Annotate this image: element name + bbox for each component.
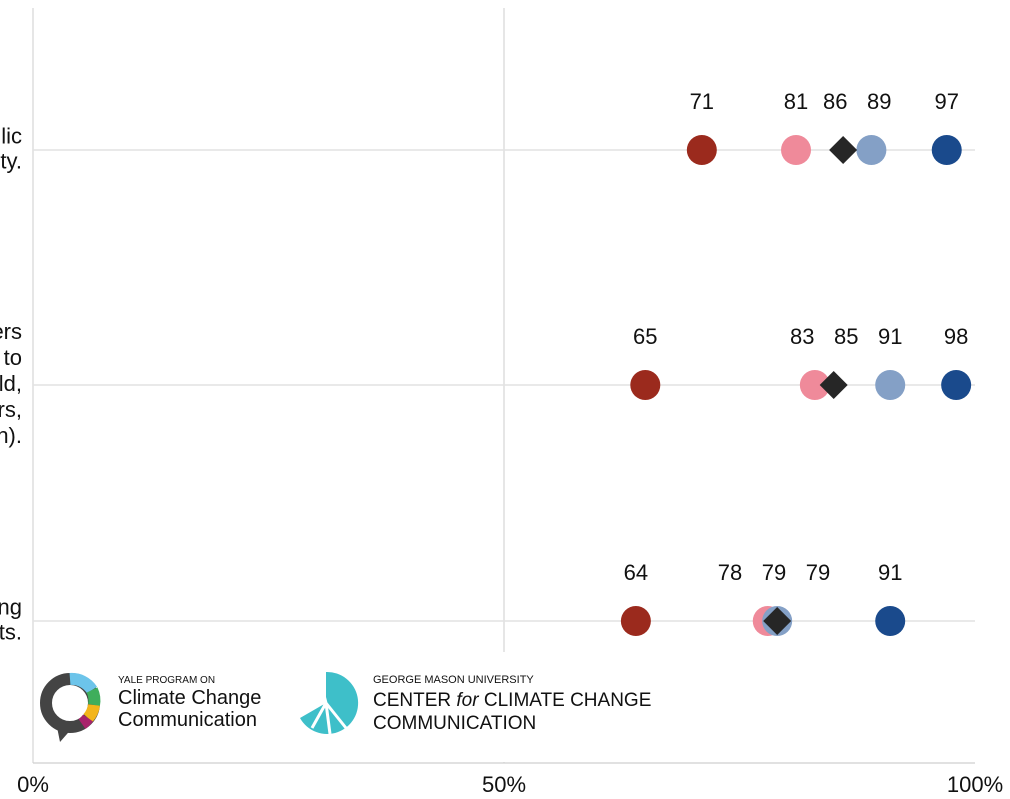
dot-marker [875,606,906,636]
yale-segment [69,672,98,694]
diamond-marker [829,136,858,164]
gmu-word: CENTER [373,690,451,711]
gmu-word: for [456,690,479,711]
yale-segment [83,703,100,723]
category-label: lic [1,123,22,148]
dot-marker [856,135,887,165]
dot-marker [799,370,830,400]
value-label: 91 [878,324,902,349]
value-label: 89 [867,89,891,114]
yale-segment [78,714,93,729]
x-tick-label: 50% [482,772,526,797]
yale-small: YALE PROGRAM ON [118,675,215,686]
yale-tail [56,722,74,742]
dot-marker [781,135,812,165]
value-label: 81 [784,89,808,114]
logos: YALE PROGRAM ON Climate Change Communica… [34,652,651,762]
dot-marker [630,370,661,400]
gmu-rays [295,671,348,735]
value-label: 91 [878,560,902,585]
x-tick-label: 0% [17,772,49,797]
dot-marker [686,135,717,165]
dot-marker [620,606,651,636]
category-label: to [4,345,22,370]
diamond-marker [819,371,848,399]
category-label: n). [0,423,22,448]
x-tick-label: 100% [947,772,1003,797]
value-label: 97 [934,89,958,114]
value-label: 64 [624,560,648,585]
category-label: ng [0,594,22,619]
value-label: 65 [633,324,657,349]
category-label: ld, [0,371,22,396]
gmu-disc [300,671,359,734]
category-label: ty. [0,148,22,173]
category-label: ers [0,319,22,344]
value-label: 71 [690,89,714,114]
yale-segment [86,687,101,707]
category-label: rs, [0,397,22,422]
yale-icon [40,672,101,742]
dot-marker [875,370,906,400]
gmu-line: CENTER for CLIMATE CHANGE [373,690,651,711]
gmu-word: CLIMATE CHANGE [484,690,652,711]
dot-marker [931,135,962,165]
value-label: 86 [823,89,847,114]
yale-line: Climate Change [118,687,261,709]
gmu-line: COMMUNICATION [373,713,536,734]
value-label: 79 [762,560,786,585]
gmu-small: GEORGE MASON UNIVERSITY [373,674,534,686]
category-label: ts. [0,619,22,644]
value-label: 79 [806,560,830,585]
yale-line: Communication [118,709,257,731]
value-label: 98 [944,324,968,349]
diamond-marker [763,607,792,635]
gmu-icon [295,671,359,735]
value-label: 85 [834,324,858,349]
value-label: 78 [718,560,742,585]
dot-marker [941,370,972,400]
value-label: 83 [790,324,814,349]
